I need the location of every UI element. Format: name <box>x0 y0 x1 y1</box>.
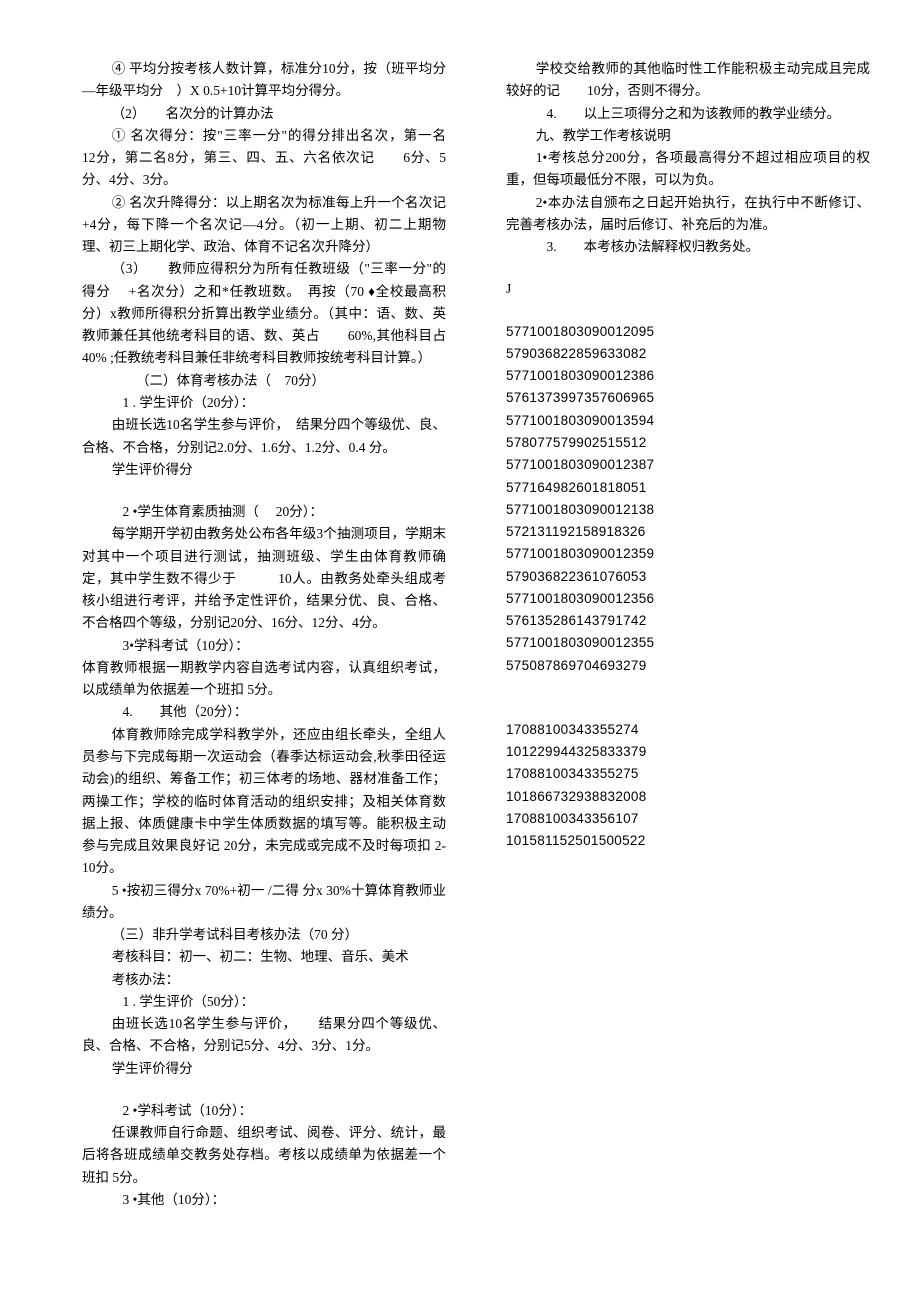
paragraph: 体育教师根据一期教学内容自选考试内容，认真组织考试，以成绩单为依据差一个班扣 5… <box>82 657 446 702</box>
paragraph: ② 名次升降得分：以上期名次为标准每上升一个名次记 +4分，每下降一个名次记—4… <box>82 192 446 259</box>
paragraph: 九、教学工作考核说明 <box>506 125 870 147</box>
paragraph: 1 . 学生评价（50分）： <box>82 991 446 1013</box>
number-line: 576135286143791742 <box>506 610 870 632</box>
paragraph: 任课教师自行命题、组织考试、阅卷、评分、统计，最后将各班成绩单交教务处存档。考核… <box>82 1122 446 1189</box>
number-line: 579036822361076053 <box>506 566 870 588</box>
number-line: 5761373997357606965 <box>506 387 870 409</box>
number-line: 5771001803090012356 <box>506 588 870 610</box>
paragraph: 学生评价得分 <box>82 459 446 481</box>
number-line: 5771001803090012095 <box>506 321 870 343</box>
paragraph: 2 •学生体育素质抽测（ 20分）： <box>82 501 446 523</box>
paragraph: 学生评价得分 <box>82 1058 446 1080</box>
paragraph: 由班长选10名学生参与评价， 结果分四个等级优、良、合格、不合格，分别记2.0分… <box>82 414 446 459</box>
number-line: 578077579902515512 <box>506 432 870 454</box>
number-line: 5771001803090012138 <box>506 499 870 521</box>
number-line: 577164982601818051 <box>506 477 870 499</box>
number-line: 17088100343355274 <box>506 719 870 741</box>
paragraph: （3） 教师应得积分为所有任教班级（"三率一分"的得分 +名次分）之和*任教班数… <box>82 258 446 369</box>
paragraph: 学校交给教师的其他临时性工作能积极主动完成且完成较好的记 10分，否则不得分。 <box>506 58 870 103</box>
paragraph: 由班长选10名学生参与评价， 结果分四个等级优、良、合格、不合格，分别记5分、4… <box>82 1013 446 1058</box>
paragraph: 考核科目：初一、初二：生物、地理、音乐、美术 <box>82 946 446 968</box>
number-line: 101229944325833379 <box>506 741 870 763</box>
number-block-2: 1708810034335527410122994432583337917088… <box>506 719 870 853</box>
number-line: 17088100343355275 <box>506 763 870 785</box>
paragraph: 5 •按初三得分x 70%+初一 /二得 分x 30%十算体育教师业绩分。 <box>82 880 446 925</box>
paragraph: ① 名次得分：按"三率一分"的得分排出名次，第一名 12分，第二名8分，第三、四… <box>82 125 446 192</box>
paragraph: 2 •学科考试（10分）： <box>82 1100 446 1122</box>
number-block-1: 5771001803090012095579036822859633082577… <box>506 321 870 677</box>
paragraph: （三）非升学考试科目考核办法（70 分） <box>82 924 446 946</box>
number-line: 5771001803090012386 <box>506 365 870 387</box>
paragraph: 3 •其他（10分）： <box>82 1189 446 1211</box>
paragraph: 4. 以上三项得分之和为该教师的教学业绩分。 <box>506 103 870 125</box>
paragraph: 2•本办法自颁布之日起开始执行，在执行中不断修订、完善考核办法，届时后修订、补充… <box>506 192 870 237</box>
number-line: 5771001803090012387 <box>506 454 870 476</box>
number-line: 575087869704693279 <box>506 655 870 677</box>
paragraph: 1•考核总分200分，各项最高得分不超过相应项目的权重，但每项最低分不限，可以为… <box>506 147 870 192</box>
paragraph: 每学期开学初由教务处公布各年级3个抽测项目，学期末对其中一个项目进行测试，抽测班… <box>82 523 446 634</box>
paragraph: 1 . 学生评价（20分）： <box>82 392 446 414</box>
number-line: 101866732938832008 <box>506 786 870 808</box>
paragraph: （2） 名次分的计算办法 <box>82 103 446 125</box>
number-line: 579036822859633082 <box>506 343 870 365</box>
paragraph: ④ 平均分按考核人数计算，标准分10分，按（班平均分—年级平均分 ）X 0.5+… <box>82 58 446 103</box>
paragraph: 3. 本考核办法解释权归教务处。 <box>506 236 870 258</box>
paragraph: 3•学科考试（10分）： <box>82 635 446 657</box>
paragraph: （二）体育考核办法（ 70分） <box>82 370 446 392</box>
number-line: 5771001803090012355 <box>506 632 870 654</box>
number-line: 572131192158918326 <box>506 521 870 543</box>
paragraph: 4. 其他（20分）： <box>82 701 446 723</box>
paragraph: 考核办法： <box>82 969 446 991</box>
letter-j: J <box>506 278 870 300</box>
paragraph: 体育教师除完成学科教学外，还应由组长牵头，全组人员参与下完成每期一次运动会（春季… <box>82 724 446 880</box>
number-line: 5771001803090013594 <box>506 410 870 432</box>
number-line: 101581152501500522 <box>506 830 870 852</box>
number-line: 5771001803090012359 <box>506 543 870 565</box>
number-line: 17088100343356107 <box>506 808 870 830</box>
